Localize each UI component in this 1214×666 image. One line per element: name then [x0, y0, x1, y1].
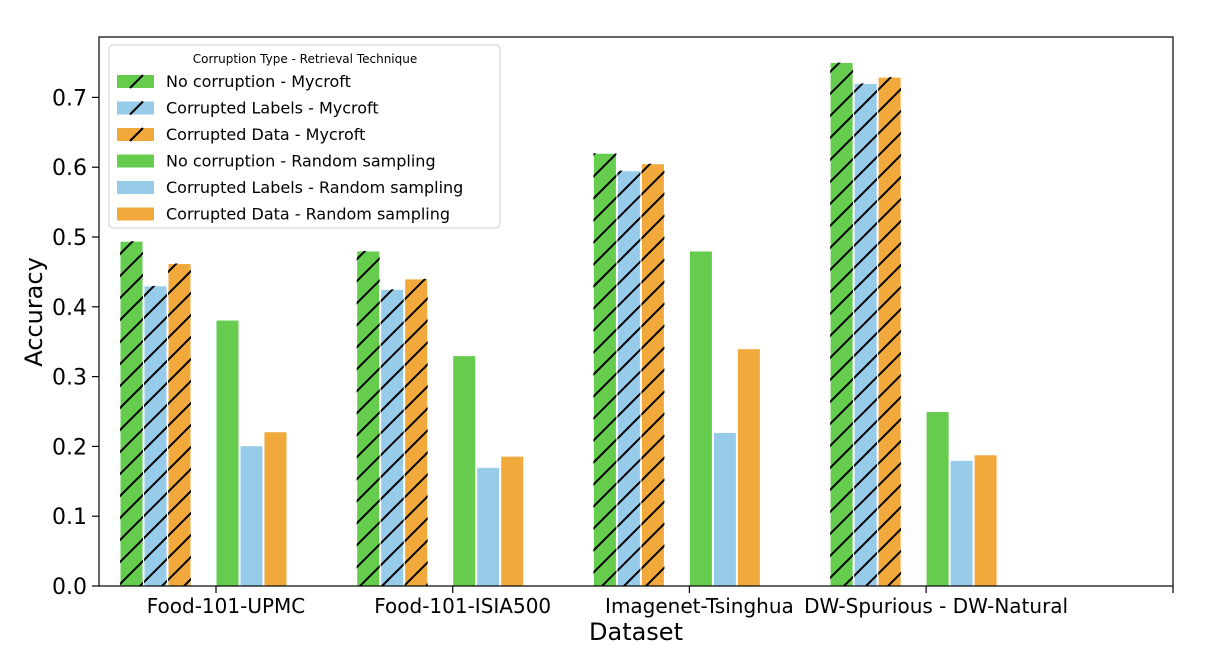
bar-3-3 — [925, 411, 950, 587]
legend-swatch — [117, 181, 154, 194]
y-tick-label: 0.0 — [52, 575, 87, 600]
bar-hatch-1-2 — [404, 278, 428, 586]
bar-1-3 — [452, 355, 477, 587]
x-axis: Food-101-UPMC Food-101-ISIA500 Imagenet-Ts… — [147, 586, 1174, 618]
bar-2-4 — [712, 431, 737, 587]
legend-label: No corruption - Random sampling — [166, 152, 436, 171]
bar-3-5 — [973, 454, 998, 587]
legend-label: Corrupted Labels - Random sampling — [166, 178, 463, 197]
legend: Corruption Type - Retrieval Technique No… — [108, 44, 501, 229]
legend-label: Corrupted Data - Mycroft — [166, 125, 365, 144]
x-tick-label: Imagenet-Tsinghua — [605, 594, 794, 618]
bar-hatch-3-0 — [830, 62, 854, 586]
x-axis-label: Dataset — [589, 618, 683, 646]
legend-entries: No corruption - Mycroft Corrupted Labels … — [117, 72, 463, 224]
bar-0-4 — [239, 445, 264, 587]
bar-hatch-2-0 — [593, 153, 617, 587]
y-tick-label: 0.1 — [52, 505, 87, 530]
legend-swatch-hatch — [129, 127, 144, 142]
y-tick-label: 0.5 — [52, 226, 87, 251]
bar-hatch-0-2 — [168, 263, 191, 586]
bar-hatch-0-1 — [144, 285, 167, 586]
bar-0-5 — [263, 431, 288, 587]
y-tick-label: 0.4 — [52, 296, 87, 321]
bar-hatch-1-0 — [356, 250, 380, 586]
legend-label: No corruption - Mycroft — [166, 72, 351, 91]
y-tick-label: 0.6 — [52, 156, 87, 181]
bar-3-4 — [949, 459, 974, 587]
bars-layer — [119, 62, 998, 587]
legend-label: Corrupted Labels - Mycroft — [166, 99, 379, 118]
bar-hatch-2-1 — [617, 170, 641, 586]
bar-hatch-2-2 — [641, 163, 665, 586]
x-tick-label: Food-101-ISIA500 — [374, 594, 551, 618]
legend-swatch — [117, 207, 154, 221]
y-tick-label: 0.2 — [52, 435, 87, 460]
legend-swatch-hatch — [129, 100, 144, 116]
y-axis-label: Accuracy — [20, 257, 48, 367]
legend-swatch-hatch — [129, 74, 144, 89]
legend-swatch — [117, 154, 154, 168]
y-tick-label: 0.3 — [52, 366, 87, 391]
legend-label: Corrupted Data - Random sampling — [166, 205, 450, 224]
bar-2-3 — [688, 250, 713, 587]
legend-box — [108, 44, 501, 229]
bar-2-5 — [736, 348, 761, 587]
bar-1-5 — [500, 455, 525, 587]
y-axis: 0.0 0.1 0.2 0.3 0.4 0.5 0.6 0.7 — [52, 86, 99, 600]
bar-0-3 — [215, 319, 240, 587]
legend-title: Corruption Type - Retrieval Technique — [193, 52, 417, 66]
x-tick-label: Food-101-UPMC — [147, 594, 306, 618]
x-tick-label: DW-Spurious - DW-Natural — [804, 594, 1068, 618]
bar-hatch-0-0 — [120, 241, 143, 587]
plot-frame — [98, 36, 1174, 587]
bar-hatch-1-1 — [380, 289, 404, 586]
y-tick-label: 0.7 — [52, 86, 87, 111]
bar-hatch-3-1 — [854, 83, 878, 586]
bar-hatch-3-2 — [878, 77, 902, 587]
bar-1-4 — [476, 466, 501, 587]
